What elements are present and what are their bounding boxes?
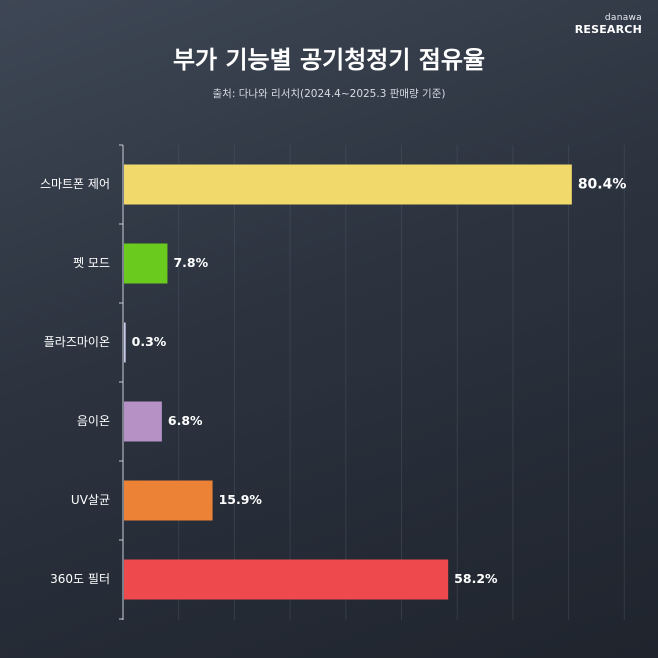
bar: [124, 322, 126, 363]
value-label: 6.8%: [168, 413, 203, 428]
category-label: 펫 모드: [73, 256, 110, 270]
bar: [124, 480, 213, 521]
value-label: 0.3%: [132, 334, 167, 349]
bar: [124, 559, 449, 600]
category-label: UV살균: [71, 493, 110, 507]
chart-subtitle: 출처: 다나와 리서치(2024.4~2025.3 판매량 기준): [212, 88, 446, 100]
value-label: 15.9%: [219, 492, 263, 507]
bar: [124, 243, 168, 284]
brand-logo-big: RESEARCH: [574, 23, 642, 36]
value-label: 58.2%: [454, 571, 498, 586]
category-label: 플라즈마이온: [44, 335, 110, 349]
category-label: 음이온: [77, 414, 110, 428]
category-label: 360도 필터: [50, 572, 110, 586]
chart-title: 부가 기능별 공기청정기 점유율: [172, 46, 486, 74]
category-label: 스마트폰 제어: [40, 177, 110, 191]
brand-logo-small: danawa: [604, 13, 642, 23]
bar: [124, 164, 572, 205]
bar: [124, 401, 162, 442]
brand-logo: danawa RESEARCH: [574, 13, 642, 36]
value-label: 7.8%: [173, 255, 208, 270]
value-label: 80.4%: [578, 177, 627, 193]
